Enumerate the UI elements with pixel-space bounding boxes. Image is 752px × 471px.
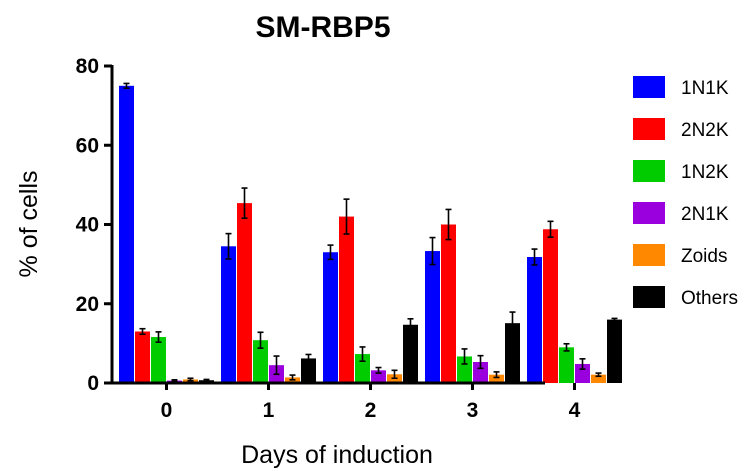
legend: 1N1K 2N2K 1N2K 2N1K Zoids Others [633,76,738,309]
y-axis-label: % of cells [15,171,43,278]
bar [355,354,370,383]
legend-label: 2N2K [681,120,729,141]
bar [221,246,236,383]
x-tick-label: 1 [263,399,275,422]
legend-swatch [633,244,665,266]
bar [527,256,542,383]
bar [457,356,472,383]
legend-swatch [633,160,665,182]
bar [151,337,166,383]
axes: 0 20 40 60 80 0 1 2 3 4 [76,55,581,422]
chart-title: SM-RBP5 [255,11,390,44]
bar [543,229,558,383]
bar [237,203,252,383]
bar [425,251,440,383]
legend-swatch [633,286,665,308]
bar [371,370,386,383]
bar [473,361,488,383]
y-tick-label: 80 [76,55,99,78]
bar [301,358,316,383]
bar [575,363,590,383]
y-tick-label: 40 [76,214,99,237]
bar [607,319,622,383]
bar [119,85,134,383]
legend-swatch [633,76,665,98]
legend-swatch [633,202,665,224]
legend-label: Zoids [681,246,727,267]
y-tick-label: 20 [76,293,99,316]
bar [559,347,574,383]
legend-label: 1N2K [681,162,729,183]
legend-label: 2N1K [681,204,729,225]
bar [591,374,606,383]
y-tick-label: 60 [76,134,99,157]
x-tick-label: 0 [161,399,173,422]
bar [339,216,354,383]
bar [489,374,504,383]
x-tick-label: 4 [569,399,581,422]
legend-swatch [633,118,665,140]
y-tick-label: 0 [87,372,99,395]
bar [441,224,456,383]
legend-label: Others [681,288,738,309]
bar [135,331,150,383]
x-tick-label: 2 [365,399,377,422]
bar [253,340,268,383]
x-tick-label: 3 [467,399,479,422]
legend-label: 1N1K [681,78,729,99]
bar [403,324,418,383]
plot-area [119,82,622,383]
x-axis-label: Days of induction [241,441,433,469]
bar [323,252,338,383]
bar [505,323,520,383]
